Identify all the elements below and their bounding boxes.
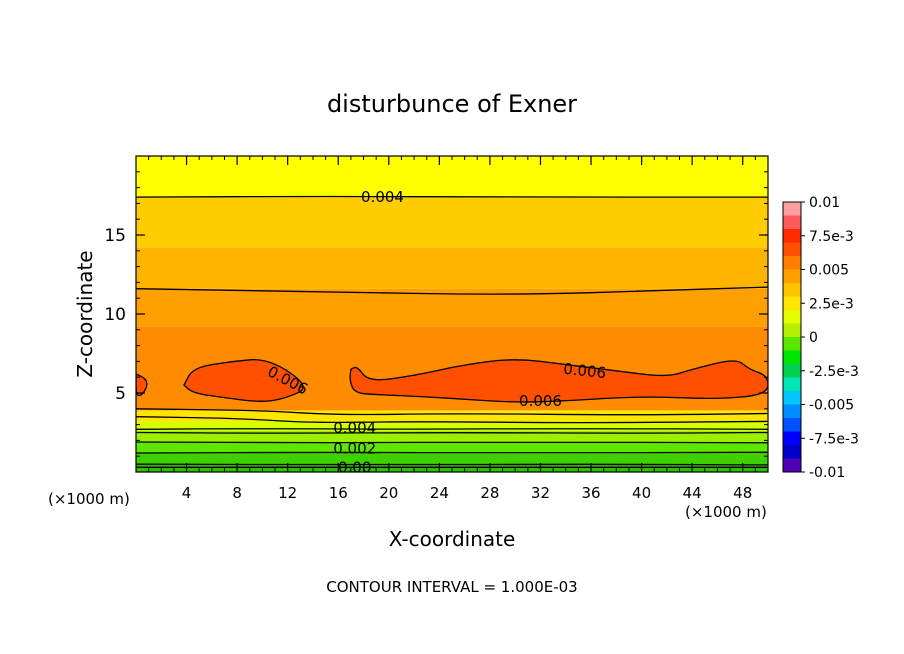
contour-band-7 [136,288,768,327]
colorbar-swatch [783,269,801,284]
svg-text:0.002: 0.002 [333,439,376,457]
high-region-1 [183,358,304,402]
colorbar-swatch [783,431,801,446]
colorbar-swatch [783,310,801,324]
colorbar-swatch [783,242,801,257]
contour-label-3: 0.006 [519,392,562,410]
colorbar-label: 7.5e-3 [809,229,854,245]
x-tick-label: 48 [733,484,752,502]
colorbar-swatch [783,404,801,419]
contour-band-2 [136,441,768,454]
x-tick-label: 8 [232,484,242,502]
colorbar-swatch [783,458,801,473]
contour-band-10 [136,156,768,198]
y-tick-label: 5 [115,384,126,404]
contour-line-7 [136,451,768,454]
x-axis-ticks: 4 8 12 16 20 24 28 32 36 40 44 48 [148,156,756,502]
colorbar-label: 0 [809,330,818,346]
contour-line-6 [136,441,768,444]
colorbar-swatch [783,215,801,230]
contour-line-5 [136,431,768,434]
svg-text:0.006: 0.006 [562,360,607,382]
colorbar-swatch [783,283,801,297]
colorbar-label: 0.005 [809,263,849,279]
x-tick-label: 32 [531,484,550,502]
colorbar-swatch [783,229,801,243]
x-tick-label: 12 [278,484,297,502]
contour-band-3 [136,430,768,442]
contour-line-8 [136,463,768,466]
contour-band-9 [136,197,768,248]
contour-band-8 [136,247,768,289]
colorbar-label: 0.01 [809,195,840,211]
colorbar-label: -0.005 [809,398,854,414]
colorbar-swatch [783,323,801,338]
contour-line-2 [136,408,768,416]
x-tick-label: 20 [379,484,398,502]
chart-title: disturbunce of Exner [327,90,577,118]
colorbar-swatch [783,296,801,311]
contour-band-1 [136,453,768,465]
svg-text:0.004: 0.004 [361,188,404,206]
contour-label-5: 0.002 [333,439,376,457]
x-tick-label: 44 [683,484,702,502]
high-region-0 [136,373,148,397]
colorbar-swatch [783,418,801,432]
x-tick-label: 16 [329,484,348,502]
colorbar: 0.01 7.5e-3 0.005 2.5e-3 0 -2.5e-3 -0.005 -7.5e… [782,195,859,481]
contour-label-0: 0.004 [361,188,404,206]
contour-line-3 [136,416,768,424]
x-tick-label: 40 [632,484,651,502]
x-unit-right: (×1000 m) [685,503,767,521]
x-tick-label: 36 [581,484,600,502]
high-region-2 [349,359,768,403]
y-tick-label: 10 [104,305,126,325]
colorbar-swatch [783,337,801,351]
contour-line-0 [136,195,768,198]
contour-line-1 [136,286,768,295]
x-unit-left: (×1000 m) [48,490,130,508]
svg-text:0.004: 0.004 [333,419,376,437]
contour-interval-note: CONTOUR INTERVAL = 1.000E-03 [326,578,577,596]
x-tick-label: 24 [430,484,449,502]
colorbar-label: -7.5e-3 [809,431,859,447]
x-tick-label: 4 [182,484,192,502]
colorbar-swatch [783,391,801,405]
colorbar-label: -2.5e-3 [809,364,859,380]
contour-label-2: 0.006 [562,360,607,382]
contour-line-4 [136,428,768,430]
colorbar-swatch [783,445,801,459]
colorbar-swatch [783,256,801,270]
contour-band-4 [136,421,768,431]
y-axis-ticks: 5 10 15 [104,171,768,457]
colorbar-swatch [783,377,801,392]
colorbar-label: -0.01 [809,465,845,481]
colorbar-swatch [783,364,801,378]
svg-text:0.006: 0.006 [519,392,562,410]
x-axis-label: X-coordinate [389,527,516,551]
colorbar-swatch [783,350,801,365]
colorbar-label: 2.5e-3 [809,296,854,312]
x-tick-label: 28 [480,484,499,502]
colorbar-swatch [783,202,801,216]
y-axis-label: Z-coordinate [73,250,97,377]
y-tick-label: 15 [104,226,126,246]
contour-band-5 [136,410,768,422]
contour-label-4: 0.004 [333,419,376,437]
